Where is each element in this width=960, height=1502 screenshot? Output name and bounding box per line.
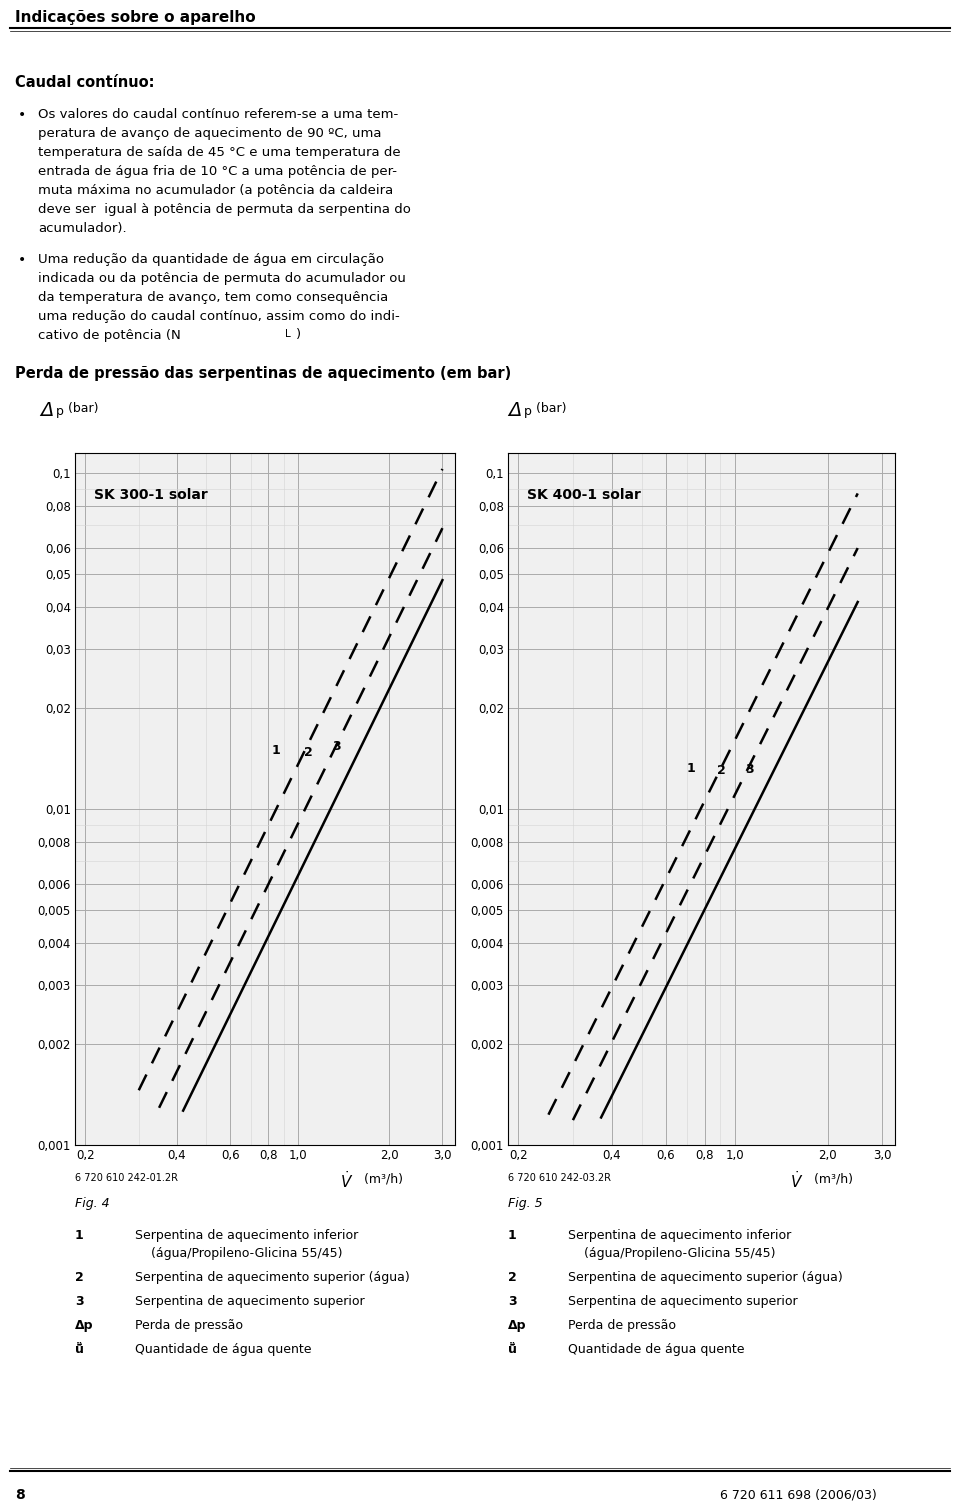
Text: Os valores do caudal contínuo referem-se a uma tem-: Os valores do caudal contínuo referem-se… — [38, 108, 398, 122]
Text: 6 720 610 242-03.2R: 6 720 610 242-03.2R — [508, 1173, 611, 1184]
Text: SK 400-1 solar: SK 400-1 solar — [527, 488, 641, 502]
Text: 3: 3 — [745, 763, 754, 777]
Text: $\dot{V}$: $\dot{V}$ — [340, 1170, 353, 1191]
Text: (bar): (bar) — [532, 403, 566, 415]
Text: Δp: Δp — [508, 1319, 526, 1332]
Text: 2: 2 — [717, 765, 726, 777]
Text: Uma redução da quantidade de água em circulação: Uma redução da quantidade de água em cir… — [38, 252, 384, 266]
Text: SK 300-1 solar: SK 300-1 solar — [94, 488, 207, 502]
Text: 6 720 610 242-01.2R: 6 720 610 242-01.2R — [75, 1173, 178, 1184]
Text: 3: 3 — [75, 1295, 84, 1308]
Text: Serpentina de aquecimento inferior: Serpentina de aquecimento inferior — [135, 1229, 358, 1242]
Text: cativo de potência (N: cativo de potência (N — [38, 329, 180, 342]
Text: Serpentina de aquecimento superior (água): Serpentina de aquecimento superior (água… — [135, 1271, 410, 1284]
Text: (água/Propileno-Glicina 55/45): (água/Propileno-Glicina 55/45) — [568, 1247, 776, 1260]
Text: Quantidade de água quente: Quantidade de água quente — [135, 1343, 311, 1356]
Text: (m³/h): (m³/h) — [810, 1173, 853, 1187]
Text: Δ: Δ — [508, 401, 521, 421]
Text: 1: 1 — [272, 743, 280, 757]
Text: p: p — [524, 406, 532, 418]
Text: •: • — [18, 252, 26, 267]
Text: L: L — [285, 329, 291, 339]
Text: uma redução do caudal contínuo, assim como do indi-: uma redução do caudal contínuo, assim co… — [38, 309, 399, 323]
Text: temperatura de saída de 45 °C e uma temperatura de: temperatura de saída de 45 °C e uma temp… — [38, 146, 400, 159]
Text: acumulador).: acumulador). — [38, 222, 127, 234]
Text: 1: 1 — [75, 1229, 84, 1242]
Text: deve ser  igual à potência de permuta da serpentina do: deve ser igual à potência de permuta da … — [38, 203, 411, 216]
Text: Perda de pressão: Perda de pressão — [568, 1319, 676, 1332]
Text: 3: 3 — [332, 740, 341, 753]
Text: 8: 8 — [15, 1488, 25, 1502]
Text: (água/Propileno-Glicina 55/45): (água/Propileno-Glicina 55/45) — [135, 1247, 343, 1260]
Text: (m³/h): (m³/h) — [360, 1173, 403, 1187]
Text: Indicações sobre o aparelho: Indicações sobre o aparelho — [15, 11, 255, 26]
Text: 2: 2 — [508, 1271, 516, 1284]
Text: 2: 2 — [75, 1271, 84, 1284]
Text: muta máxima no acumulador (a potência da caldeira: muta máxima no acumulador (a potência da… — [38, 185, 394, 197]
Text: Serpentina de aquecimento inferior: Serpentina de aquecimento inferior — [568, 1229, 791, 1242]
Text: indicada ou da potência de permuta do acumulador ou: indicada ou da potência de permuta do ac… — [38, 272, 406, 285]
Text: Caudal contínuo:: Caudal contínuo: — [15, 75, 155, 90]
Text: ): ) — [296, 327, 301, 341]
Text: 3: 3 — [508, 1295, 516, 1308]
Text: •: • — [18, 108, 26, 122]
Text: peratura de avanço de aquecimento de 90 ºC, uma: peratura de avanço de aquecimento de 90 … — [38, 128, 381, 140]
Text: ṻ̇: ṻ̇ — [75, 1343, 84, 1356]
Text: entrada de água fria de 10 °C a uma potência de per-: entrada de água fria de 10 °C a uma potê… — [38, 165, 397, 179]
Text: 1: 1 — [686, 762, 695, 775]
Text: Quantidade de água quente: Quantidade de água quente — [568, 1343, 745, 1356]
Text: Serpentina de aquecimento superior: Serpentina de aquecimento superior — [568, 1295, 798, 1308]
Text: Fig. 5: Fig. 5 — [508, 1197, 542, 1211]
Text: 2: 2 — [304, 746, 313, 759]
Text: 1: 1 — [508, 1229, 516, 1242]
Text: Serpentina de aquecimento superior: Serpentina de aquecimento superior — [135, 1295, 365, 1308]
Text: 6 720 611 698 (2006/03): 6 720 611 698 (2006/03) — [720, 1488, 876, 1500]
Text: Fig. 4: Fig. 4 — [75, 1197, 109, 1211]
Text: Δp: Δp — [75, 1319, 93, 1332]
Text: (bar): (bar) — [64, 403, 99, 415]
Text: ṻ̇: ṻ̇ — [508, 1343, 516, 1356]
Text: Perda de pressão: Perda de pressão — [135, 1319, 243, 1332]
Text: Perda de pressão das serpentinas de aquecimento (em bar): Perda de pressão das serpentinas de aque… — [15, 366, 512, 382]
Text: da temperatura de avanço, tem como consequência: da temperatura de avanço, tem como conse… — [38, 291, 388, 303]
Text: Serpentina de aquecimento superior (água): Serpentina de aquecimento superior (água… — [568, 1271, 843, 1284]
Text: p: p — [56, 406, 64, 418]
Text: $\dot{V}$: $\dot{V}$ — [790, 1170, 804, 1191]
Text: Δ: Δ — [40, 401, 54, 421]
